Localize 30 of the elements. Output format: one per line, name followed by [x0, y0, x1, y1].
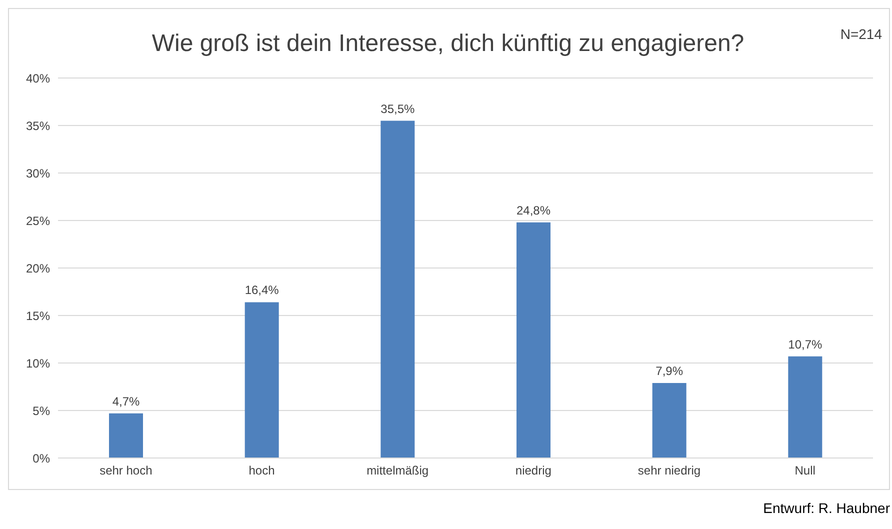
data-label: 4,7%	[112, 394, 140, 408]
bar	[109, 413, 143, 458]
x-tick-label: sehr niedrig	[638, 464, 701, 478]
data-label: 16,4%	[244, 283, 280, 298]
bar	[652, 382, 686, 458]
y-tick-label: 40%	[26, 71, 50, 86]
y-tick-label: 5%	[32, 404, 50, 418]
bar	[380, 120, 415, 458]
data-label: 24,8%	[516, 203, 551, 218]
y-tick-label: 15%	[26, 308, 50, 323]
x-tick-label: mittelmäßig	[366, 464, 429, 478]
data-label: 35,5%	[380, 102, 416, 116]
y-tick-label: 20%	[26, 261, 50, 276]
y-tick-label: 35%	[26, 118, 50, 133]
data-label: 7,9%	[656, 364, 684, 378]
chart-title: Wie groß ist dein Interesse, dich künftig zu engagieren?	[152, 30, 744, 57]
y-tick-label: 25%	[26, 214, 50, 228]
bar	[788, 356, 822, 458]
text: N=214	[840, 26, 882, 42]
text: Entwurf: R. Haubner	[763, 500, 890, 516]
y-tick-label: 30%	[26, 166, 50, 180]
x-tick-label: hoch	[248, 464, 275, 478]
x-tick-label: Null	[794, 464, 816, 478]
bar	[244, 302, 279, 458]
x-tick-label: niedrig	[515, 464, 552, 478]
x-tick-label: sehr hoch	[100, 464, 152, 478]
bar	[516, 222, 550, 458]
data-label: 10,7%	[788, 337, 823, 352]
y-tick-label: 10%	[26, 356, 50, 370]
y-tick-label: 0%	[32, 451, 50, 466]
